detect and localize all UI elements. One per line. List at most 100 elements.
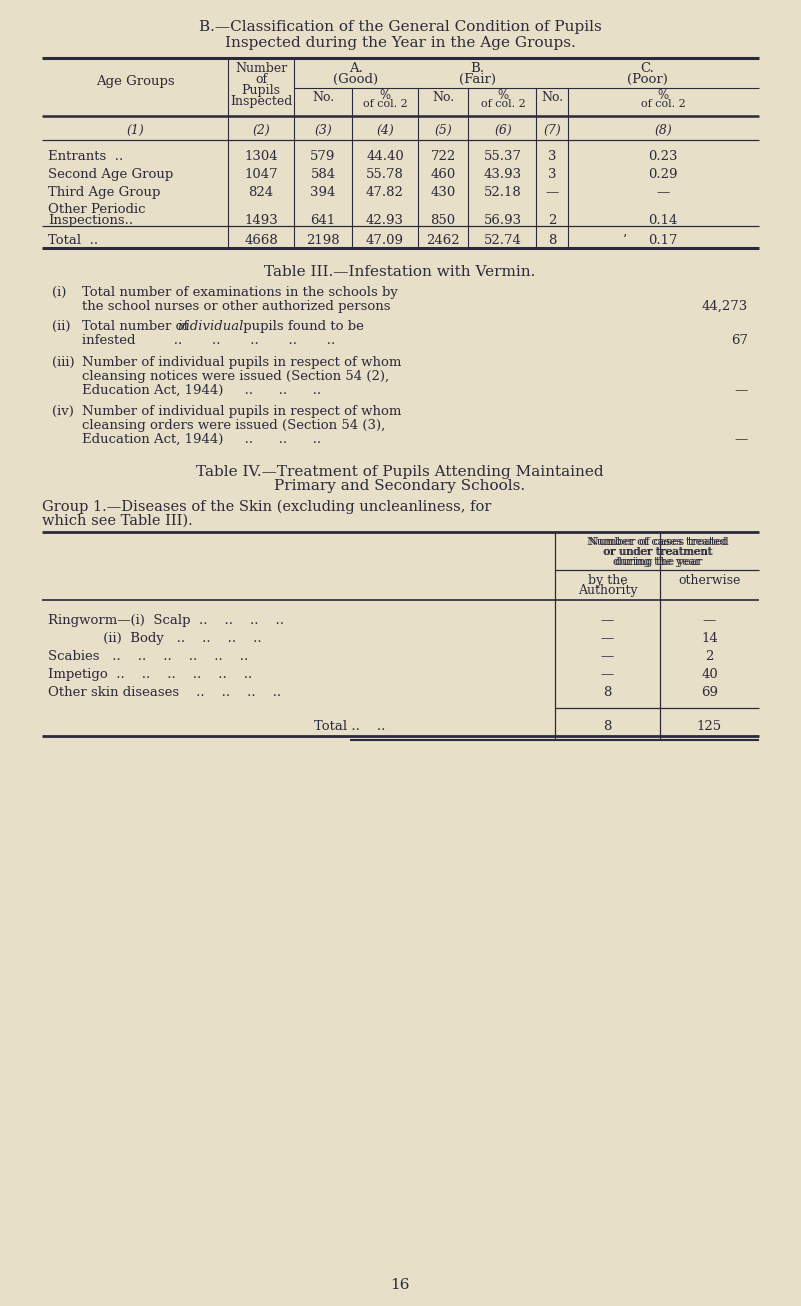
Text: (7): (7) <box>543 124 561 137</box>
Text: Inspected during the Year in the Age Groups.: Inspected during the Year in the Age Gro… <box>224 37 575 50</box>
Text: Impetigo  ..    ..    ..    ..    ..    ..: Impetigo .. .. .. .. .. .. <box>48 667 252 680</box>
Text: Table III.—Infestation with Vermin.: Table III.—Infestation with Vermin. <box>264 265 536 279</box>
Text: 584: 584 <box>311 168 336 182</box>
Text: —: — <box>735 434 748 447</box>
Text: during the year: during the year <box>614 556 701 567</box>
Text: 67: 67 <box>731 334 748 347</box>
Text: (ii)  Body   ..    ..    ..    ..: (ii) Body .. .. .. .. <box>48 632 262 645</box>
Text: —: — <box>601 667 614 680</box>
Text: Education Act, 1944)     ..      ..      ..: Education Act, 1944) .. .. .. <box>82 434 321 447</box>
Text: Number: Number <box>235 61 287 74</box>
Text: Group 1.—Diseases of the Skin (excluding uncleanliness, for: Group 1.—Diseases of the Skin (excluding… <box>42 500 491 515</box>
Text: No.: No. <box>312 91 334 104</box>
Text: the school nurses or other authorized persons: the school nurses or other authorized pe… <box>82 300 391 313</box>
Text: %: % <box>380 89 391 102</box>
Text: (iv): (iv) <box>52 405 74 418</box>
Text: of col. 2: of col. 2 <box>363 99 408 108</box>
Text: Authority: Authority <box>578 584 638 597</box>
Text: Other Periodic: Other Periodic <box>48 202 146 215</box>
Text: 0.29: 0.29 <box>648 168 678 182</box>
Text: Table IV.—Treatment of Pupils Attending Maintained: Table IV.—Treatment of Pupils Attending … <box>196 465 604 479</box>
Text: 8: 8 <box>603 686 612 699</box>
Text: Total  ..: Total .. <box>48 234 99 247</box>
Text: Ringworm—(i)  Scalp  ..    ..    ..    ..: Ringworm—(i) Scalp .. .. .. .. <box>48 614 284 627</box>
Text: ’: ’ <box>622 234 626 247</box>
Text: 722: 722 <box>430 150 456 163</box>
Text: —: — <box>601 650 614 663</box>
Text: Number of individual pupils in respect of whom: Number of individual pupils in respect o… <box>82 357 401 370</box>
Text: during the year: during the year <box>614 556 702 567</box>
Text: 0.14: 0.14 <box>648 214 678 227</box>
Text: Primary and Secondary Schools.: Primary and Secondary Schools. <box>275 479 525 492</box>
Text: 52.74: 52.74 <box>484 234 522 247</box>
Text: otherwise: otherwise <box>678 575 741 586</box>
Text: 55.37: 55.37 <box>484 150 522 163</box>
Text: —: — <box>656 185 670 199</box>
Text: 1047: 1047 <box>244 168 278 182</box>
Text: (4): (4) <box>376 124 394 137</box>
Text: (6): (6) <box>494 124 512 137</box>
Text: 641: 641 <box>310 214 336 227</box>
Text: cleansing orders were issued (Section 54 (3),: cleansing orders were issued (Section 54… <box>82 419 385 432</box>
Text: infested         ..       ..       ..       ..       ..: infested .. .. .. .. .. <box>82 334 336 347</box>
Text: (Poor): (Poor) <box>627 73 668 86</box>
Text: (Fair): (Fair) <box>458 73 496 86</box>
Text: (3): (3) <box>314 124 332 137</box>
Text: of: of <box>255 73 267 86</box>
Text: 3: 3 <box>548 168 556 182</box>
Text: (iii): (iii) <box>52 357 74 370</box>
Text: 579: 579 <box>310 150 336 163</box>
Text: Number of individual pupils in respect of whom: Number of individual pupils in respect o… <box>82 405 401 418</box>
Text: Age Groups: Age Groups <box>95 76 175 89</box>
Text: (8): (8) <box>654 124 672 137</box>
Text: 43.93: 43.93 <box>484 168 522 182</box>
Text: (1): (1) <box>126 124 144 137</box>
Text: 56.93: 56.93 <box>484 214 522 227</box>
Text: 430: 430 <box>430 185 456 199</box>
Text: Other skin diseases    ..    ..    ..    ..: Other skin diseases .. .. .. .. <box>48 686 281 699</box>
Text: 69: 69 <box>701 686 718 699</box>
Text: —: — <box>601 632 614 645</box>
Text: 824: 824 <box>248 185 274 199</box>
Text: 44.40: 44.40 <box>366 150 404 163</box>
Text: 2: 2 <box>548 214 556 227</box>
Text: Total number of: Total number of <box>82 320 192 333</box>
Text: 4668: 4668 <box>244 234 278 247</box>
Text: 47.09: 47.09 <box>366 234 404 247</box>
Text: 47.82: 47.82 <box>366 185 404 199</box>
Text: Inspected: Inspected <box>230 95 292 108</box>
Text: —: — <box>735 384 748 397</box>
Text: No.: No. <box>541 91 563 104</box>
Text: 42.93: 42.93 <box>366 214 404 227</box>
Text: Number of cases treated: Number of cases treated <box>589 537 728 547</box>
Text: 3: 3 <box>548 150 556 163</box>
Text: 0.23: 0.23 <box>648 150 678 163</box>
Text: (Good): (Good) <box>333 73 379 86</box>
Text: Pupils: Pupils <box>241 84 280 97</box>
Text: 16: 16 <box>390 1279 410 1292</box>
Text: %: % <box>497 89 509 102</box>
Text: Total ..    ..: Total .. .. <box>314 720 386 733</box>
Text: 1304: 1304 <box>244 150 278 163</box>
Text: 52.18: 52.18 <box>484 185 522 199</box>
Text: Second Age Group: Second Age Group <box>48 168 173 182</box>
Text: Entrants  ..: Entrants .. <box>48 150 123 163</box>
Text: C.: C. <box>641 61 654 74</box>
Text: 125: 125 <box>697 720 722 733</box>
Text: Third Age Group: Third Age Group <box>48 185 160 199</box>
Text: Inspections..: Inspections.. <box>48 214 133 227</box>
Text: of col. 2: of col. 2 <box>481 99 525 108</box>
Text: or under treatment: or under treatment <box>602 547 711 556</box>
Text: 40: 40 <box>701 667 718 680</box>
Text: 0.17: 0.17 <box>648 234 678 247</box>
Text: Number of cases treated: Number of cases treated <box>587 537 727 547</box>
Text: 2198: 2198 <box>306 234 340 247</box>
Text: B.—Classification of the General Condition of Pupils: B.—Classification of the General Conditi… <box>199 20 602 34</box>
Text: (i): (i) <box>52 286 66 299</box>
Text: of col. 2: of col. 2 <box>641 99 686 108</box>
Text: 1493: 1493 <box>244 214 278 227</box>
Text: B.: B. <box>470 61 484 74</box>
Text: %: % <box>658 89 669 102</box>
Text: No.: No. <box>432 91 454 104</box>
Text: Total number of examinations in the schools by: Total number of examinations in the scho… <box>82 286 398 299</box>
